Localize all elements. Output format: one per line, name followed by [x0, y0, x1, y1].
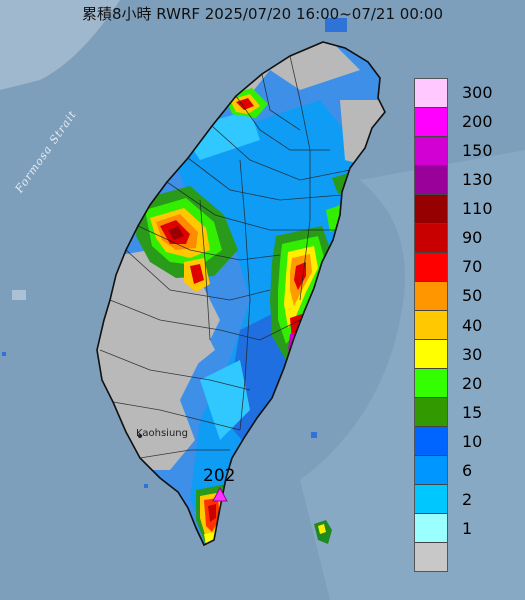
legend-label: 110 [462, 199, 493, 219]
max-value-marker [212, 486, 228, 502]
map-title: 累積8小時 RWRF 2025/07/20 16:00~07/21 00:00 [81, 5, 444, 23]
city-label: Kaohsiung [136, 428, 188, 439]
legend-swatch [415, 339, 447, 368]
legend-label: 200 [462, 112, 493, 132]
legend-swatch [415, 107, 447, 136]
rain-cell [2, 352, 6, 356]
legend-label: 15 [462, 402, 483, 422]
sea-shading [300, 150, 525, 600]
legend-swatch [415, 136, 447, 165]
legend-swatch [415, 397, 447, 426]
legend-swatch [415, 79, 447, 107]
legend-label: 90 [462, 228, 483, 248]
legend-swatch [415, 281, 447, 310]
cloud-patch [0, 0, 120, 90]
rain-cell [318, 524, 326, 534]
color-legend [414, 78, 448, 572]
legend-label: 40 [462, 315, 483, 335]
legend-label: 50 [462, 286, 483, 306]
city-marker [138, 434, 142, 438]
legend-labels: 300 200 150 130 110 90 70 50 40 30 20 15 10 6 2 1 [452, 78, 522, 572]
legend-swatch [415, 252, 447, 281]
legend-label: 6 [462, 460, 473, 480]
legend-swatch [415, 513, 447, 542]
county-boundaries [99, 55, 351, 459]
legend-label: 20 [462, 373, 483, 393]
rain-cell [325, 18, 347, 32]
legend-label: 10 [462, 431, 483, 451]
max-value-label: 202 [203, 466, 236, 486]
cloud-patch [12, 290, 26, 300]
legend-label: 70 [462, 257, 483, 277]
legend-swatch [415, 165, 447, 194]
legend-label [452, 543, 522, 572]
legend-swatch [415, 426, 447, 455]
legend-swatch [415, 368, 447, 397]
legend-label: 150 [462, 141, 493, 161]
island-outline [96, 41, 386, 547]
legend-swatch [415, 455, 447, 484]
legend-swatch [415, 542, 447, 571]
legend-label: 1 [462, 518, 473, 538]
legend-swatch [415, 194, 447, 223]
legend-swatch [415, 310, 447, 339]
legend-label: 300 [462, 83, 493, 103]
legend-label: 2 [462, 489, 473, 509]
rain-cell [144, 484, 148, 488]
legend-label: 30 [462, 344, 483, 364]
legend-label: 130 [462, 170, 493, 190]
rain-cell [311, 432, 317, 438]
legend-swatch [415, 223, 447, 252]
legend-swatch [415, 484, 447, 513]
